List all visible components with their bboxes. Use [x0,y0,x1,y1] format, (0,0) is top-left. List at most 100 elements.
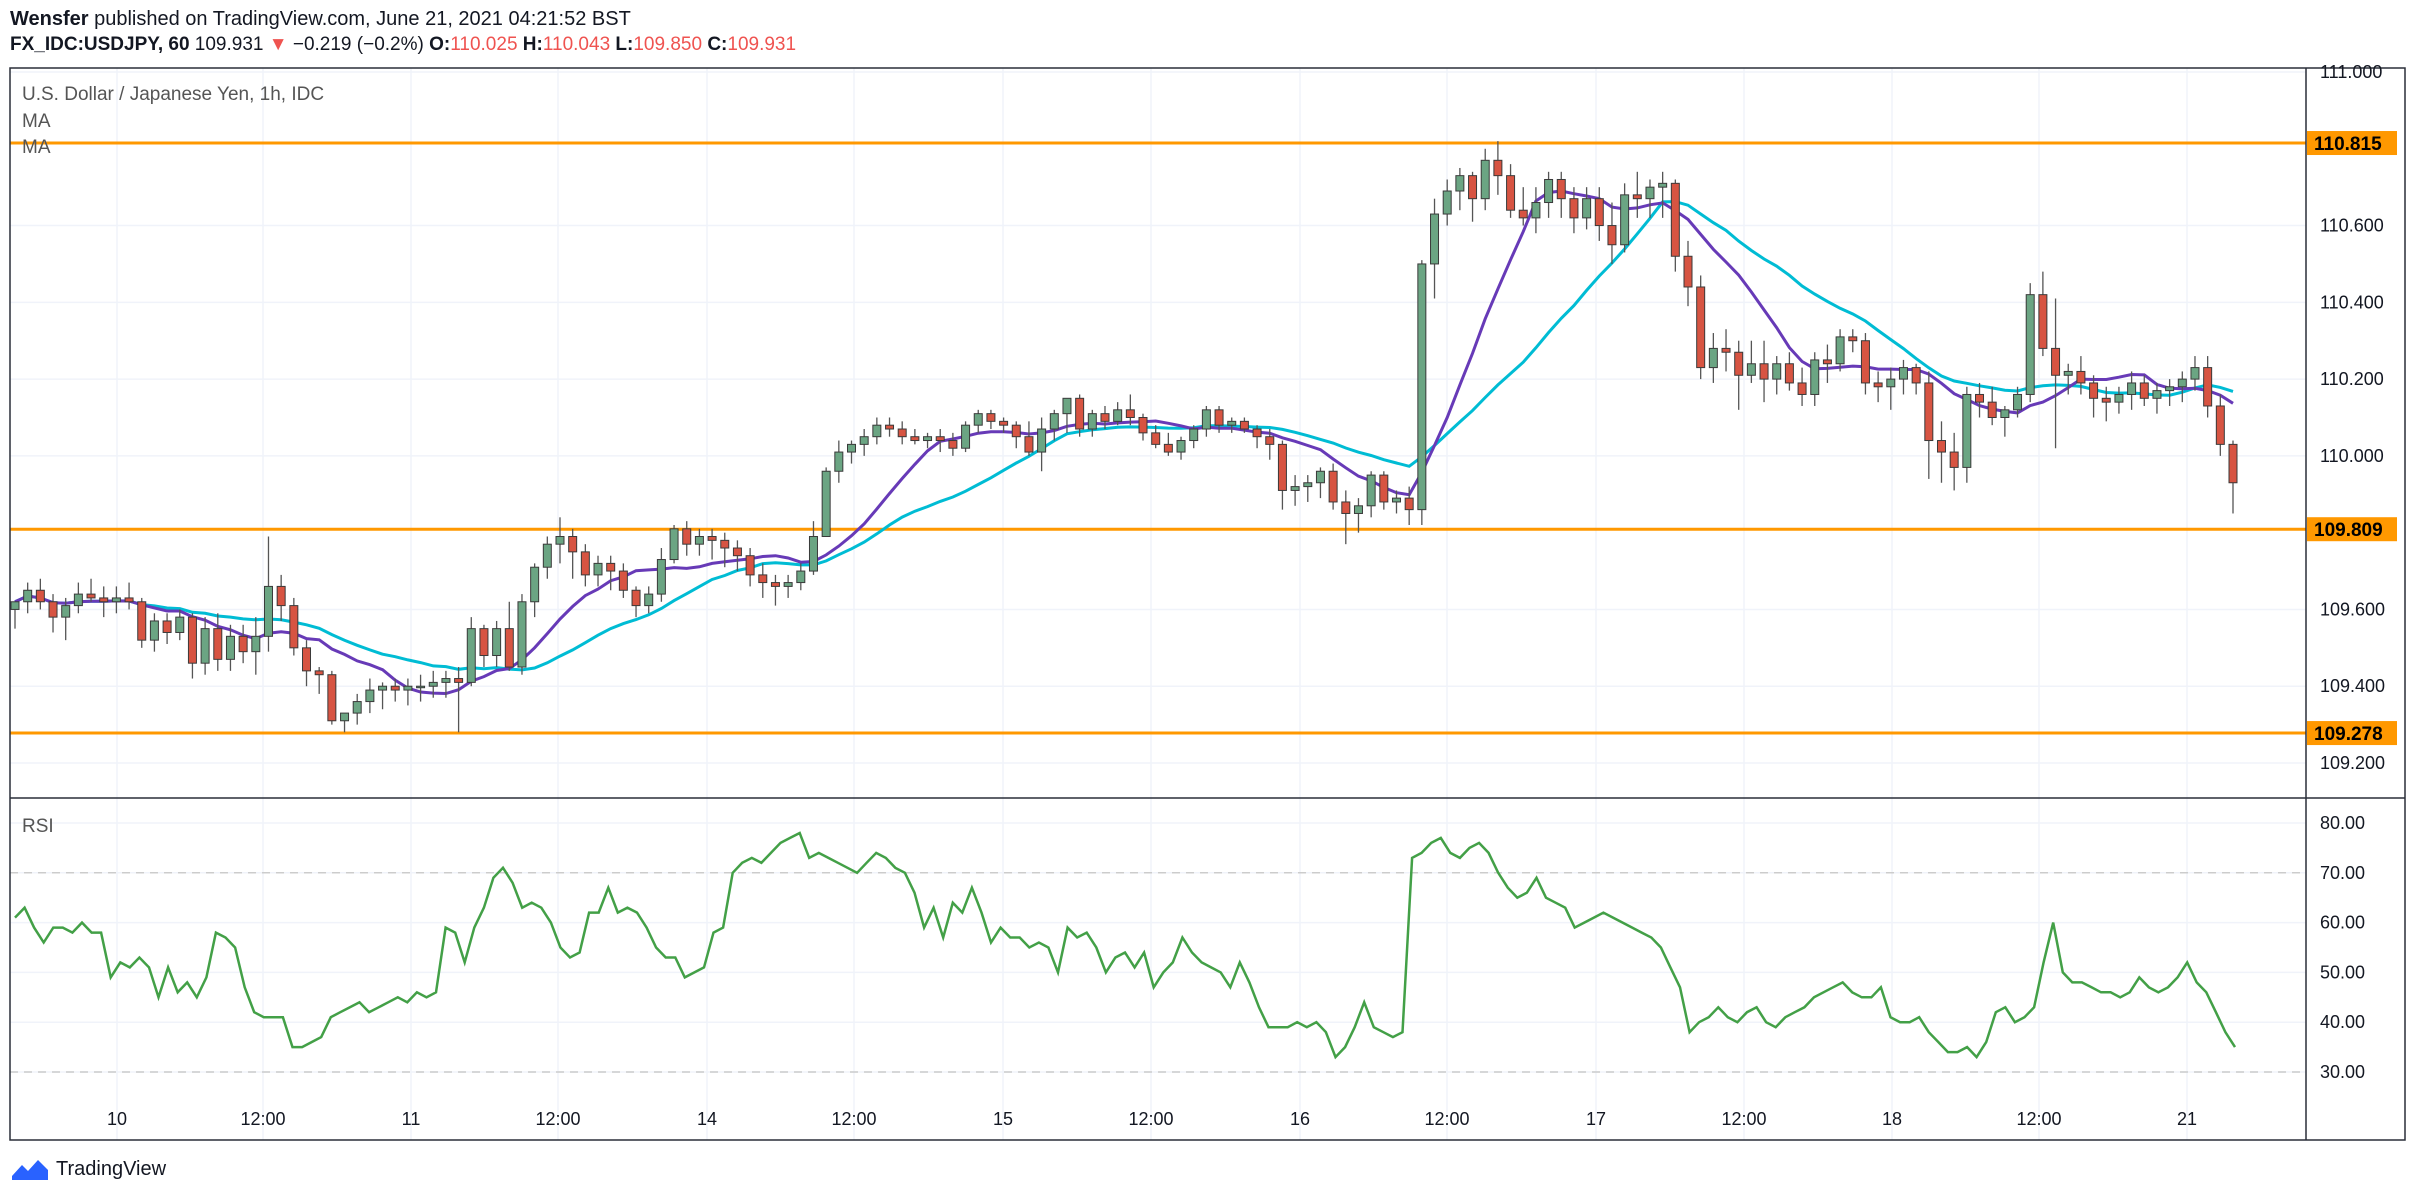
candle [1113,402,1123,426]
candle [1151,425,1161,449]
candle [1163,432,1173,456]
open-value: 110.025 [450,34,518,55]
candle [847,440,857,464]
candle [1721,329,1731,372]
candle [1024,421,1034,456]
candle [1493,141,1503,195]
candle [124,582,134,610]
candle-body [1607,225,1617,246]
ma-slow-line [14,200,2234,672]
candle-body [2089,382,2099,399]
candle [2101,386,2111,422]
candle-body [1163,443,1173,453]
candle-body [1683,255,1693,288]
candle-body [365,689,375,703]
candle [1987,386,1997,426]
candle [263,536,273,652]
candle [694,528,704,556]
y-tick-label: 110.200 [2320,369,2384,389]
x-tick-label: 12:00 [1721,1109,1766,1129]
candle-body [1239,420,1249,430]
candle-body [1911,367,1921,384]
candle [390,678,400,702]
candle-body [2228,443,2238,484]
candle-body [2177,378,2187,388]
author-name[interactable]: Wensfer [10,8,89,30]
candle [1239,417,1249,433]
x-tick-label: 11 [402,1109,421,1129]
candle-body [923,436,933,442]
x-tick-label: 14 [697,1109,717,1129]
x-tick-label: 15 [993,1109,1013,1129]
y-tick-label: 110.400 [2320,292,2384,312]
candle-body [1810,359,1820,395]
candle [1683,240,1693,307]
candle [1303,475,1313,502]
candle [1125,394,1135,426]
candle [821,467,831,538]
candle [73,582,83,614]
pane-frames [9,67,2406,1141]
candle-body [1214,409,1224,426]
candle [1886,367,1896,410]
candle [504,601,514,671]
candle-body [1290,486,1300,491]
candle [441,670,451,698]
candle [745,548,755,587]
candle-body [124,597,134,603]
candle [1898,359,1908,395]
candle [352,693,362,725]
candle [479,624,489,668]
candle [1632,171,1642,218]
chart-frame [9,67,2406,1141]
candle-body [1075,397,1085,430]
candle-body [352,701,362,714]
candle [1201,405,1211,437]
candle [2215,394,2225,456]
candle-body [745,555,755,576]
candle-body [1113,409,1123,422]
candle-body [1848,336,1858,342]
candle-body [378,685,388,691]
candle-body [1670,182,1680,257]
close-value: 109.931 [727,34,797,55]
candle-body [1366,474,1376,507]
candle-body [238,635,248,653]
footer: TradingView [10,1156,166,1182]
candle [1708,333,1718,383]
candle-body [2051,347,2061,376]
candle [1391,490,1401,514]
candle [923,432,933,449]
candle-body [568,536,578,553]
footer-brand[interactable]: TradingView [56,1157,167,1180]
candle [897,421,907,445]
candle [416,674,426,702]
candle-body [403,685,413,691]
candle-body [428,681,438,687]
rsi-label[interactable]: RSI [22,816,54,837]
candle [365,678,375,714]
candle-body [137,601,147,641]
y-tick-label: 30.00 [2320,1062,2365,1082]
candle [1531,187,1541,234]
ma-label-1[interactable]: MA [22,111,51,132]
candle [99,586,109,618]
candle [111,586,121,614]
candle [1873,371,1883,403]
candle-body [2127,382,2137,395]
candle [808,521,818,575]
candle-body [1430,213,1440,265]
candle-body [1011,424,1021,438]
candle-body [770,582,780,587]
candle [568,528,578,579]
ma-label-2[interactable]: MA [22,137,51,158]
candle-body [1721,347,1731,353]
candle [1670,179,1680,272]
candle [1594,187,1604,241]
candle-body [1772,363,1782,380]
candle [1480,148,1490,211]
candle-body [910,436,920,442]
candle-body [61,605,71,618]
candle-body [1949,451,1959,468]
